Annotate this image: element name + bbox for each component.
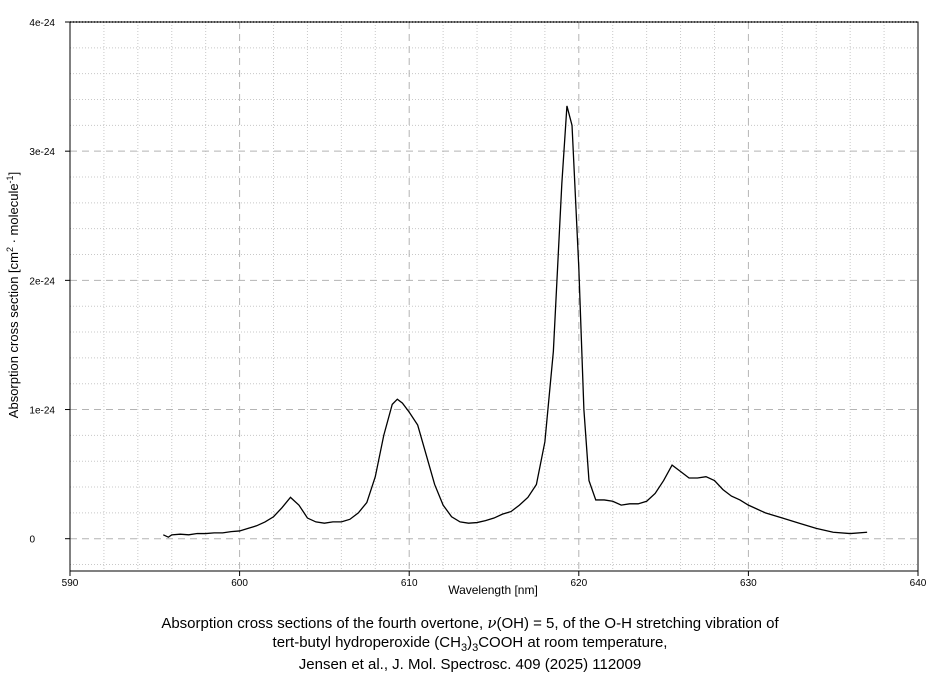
y-tick-label: 4e-24 bbox=[29, 18, 55, 29]
plot-area-frame bbox=[69, 21, 919, 572]
x-axis-ticks: 590 600 610 620 630 640 bbox=[62, 571, 927, 589]
chart: 590 600 610 620 630 640 0 1e-24 2e-24 3e-24 4e-24… bbox=[5, 18, 927, 597]
caption-line-2: tert-butyl hydroperoxide (CH3)3COOH at r… bbox=[272, 634, 668, 654]
x-tick-label: 590 bbox=[62, 578, 79, 589]
y-tick-label: 0 bbox=[29, 535, 35, 546]
x-tick-label: 600 bbox=[231, 578, 248, 589]
y-axis-ticks: 0 1e-24 2e-24 3e-24 4e-24 bbox=[29, 18, 70, 546]
x-tick-label: 610 bbox=[401, 578, 418, 589]
x-tick-label: 620 bbox=[570, 578, 587, 589]
y-tick-label: 2e-24 bbox=[29, 276, 55, 287]
series-line bbox=[163, 105, 868, 538]
grid bbox=[70, 22, 918, 571]
x-axis-label: Wavelength [nm] bbox=[448, 583, 538, 597]
x-tick-label: 640 bbox=[910, 578, 927, 589]
caption-line-3: Jensen et al., J. Mol. Spectrosc. 409 (2… bbox=[298, 656, 642, 673]
y-axis-label: Absorption cross section [cm2 · molecule… bbox=[5, 172, 21, 418]
y-tick-label: 1e-24 bbox=[29, 406, 55, 417]
y-tick-label: 3e-24 bbox=[29, 147, 55, 158]
x-tick-label: 630 bbox=[740, 578, 757, 589]
caption-line-1: Absorption cross sections of the fourth … bbox=[161, 614, 779, 632]
